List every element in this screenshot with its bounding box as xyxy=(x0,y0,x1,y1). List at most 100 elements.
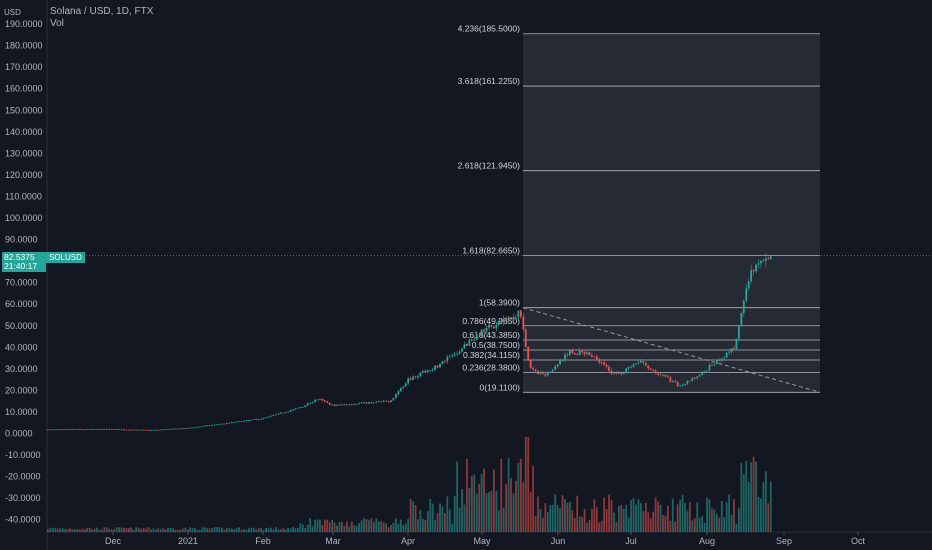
candle-body xyxy=(689,380,691,382)
candle-body xyxy=(370,402,373,404)
candle-body xyxy=(169,428,172,430)
candle-body xyxy=(206,425,209,427)
y-tick-label: -30.0000 xyxy=(5,493,41,503)
fib-level-label: 0.236(28.3800) xyxy=(462,362,520,372)
volume-bar xyxy=(473,474,476,532)
last-price-value: 82.5375 xyxy=(4,251,35,262)
volume-bar xyxy=(561,495,564,532)
volume-bar xyxy=(314,519,316,532)
volume-bar xyxy=(483,468,485,532)
volume-bar xyxy=(287,528,289,532)
candle-body xyxy=(696,376,699,379)
volume-bar xyxy=(140,528,142,532)
candle-body xyxy=(566,354,569,356)
candle-body xyxy=(407,378,410,384)
candle-body xyxy=(554,366,557,370)
volume-bar xyxy=(642,511,645,532)
volume-bar xyxy=(299,523,302,532)
candle-body xyxy=(397,391,400,395)
candle-body xyxy=(693,377,696,379)
fib-level-label: 4.236(185.5000) xyxy=(458,24,521,34)
volume-bar xyxy=(387,527,390,532)
volume-bar xyxy=(363,518,365,532)
candle-body xyxy=(189,427,191,429)
fib-level-label: 1(58.3900) xyxy=(479,298,520,308)
y-tick-label: 70.0000 xyxy=(5,278,38,288)
volume-bar xyxy=(421,518,424,532)
candle-body xyxy=(123,429,125,431)
last-price-badge: 82.5375 21:40:17 xyxy=(2,251,46,272)
y-tick-label: 190.0000 xyxy=(5,19,43,29)
candle-body xyxy=(691,377,694,381)
volume-bar xyxy=(708,499,711,532)
candle-body xyxy=(662,374,664,376)
y-tick-label: -10.0000 xyxy=(5,450,41,460)
candle-body xyxy=(429,370,432,372)
volume-bar xyxy=(54,527,57,532)
chart-title: Solana / USD, 1D, FTX xyxy=(50,6,154,17)
volume-bar xyxy=(426,510,429,532)
x-tick-label: Sep xyxy=(776,536,792,546)
volume-bar xyxy=(600,520,603,532)
volume-bar xyxy=(225,527,228,532)
candle-body xyxy=(480,329,483,335)
volume-bar xyxy=(551,504,554,532)
volume-bar xyxy=(341,521,343,532)
volume-bar xyxy=(150,529,152,532)
volume-bar xyxy=(571,510,574,532)
candle-body xyxy=(248,420,250,421)
candle-body xyxy=(225,422,228,424)
volume-bar xyxy=(147,527,150,532)
candle-body xyxy=(515,316,517,318)
candle-body xyxy=(485,327,488,332)
candle-body xyxy=(654,370,657,374)
candle-body xyxy=(642,360,645,363)
volume-bar xyxy=(96,527,98,532)
volume-bar xyxy=(488,492,490,532)
volume-bar xyxy=(282,528,285,532)
volume-bar xyxy=(191,528,194,532)
volume-bar xyxy=(495,490,498,532)
volume-bar xyxy=(66,529,69,532)
volume-bar xyxy=(375,518,378,532)
candle-body xyxy=(505,318,508,321)
volume-bar xyxy=(524,437,527,532)
candle-body xyxy=(78,429,81,430)
candle-body xyxy=(419,372,422,377)
volume-bar xyxy=(720,500,723,532)
candle-body xyxy=(622,372,625,374)
candle-body xyxy=(245,420,248,422)
candle-body xyxy=(644,362,647,366)
volume-bar xyxy=(252,527,255,532)
candle-body xyxy=(657,373,659,375)
volume-bar xyxy=(402,525,405,532)
candle-body xyxy=(740,312,743,327)
volume-bar xyxy=(323,519,326,532)
volume-bar xyxy=(372,521,375,532)
candle-body xyxy=(127,429,130,431)
candle-body xyxy=(517,310,520,318)
candle-body xyxy=(725,352,728,358)
volume-bar xyxy=(458,507,461,532)
volume-bar xyxy=(703,522,706,532)
volume-bar xyxy=(105,527,108,532)
candle-body xyxy=(196,426,199,428)
candle-body xyxy=(681,385,684,387)
candle-body xyxy=(483,329,485,332)
y-tick-label: 170.0000 xyxy=(5,62,43,72)
volume-bar xyxy=(546,511,549,532)
volume-bar xyxy=(595,507,598,532)
candle-body xyxy=(176,428,179,430)
volume-bar xyxy=(448,509,451,532)
candle-body xyxy=(546,371,549,376)
volume-bar xyxy=(453,496,456,532)
volume-bar xyxy=(255,529,258,532)
volume-bar xyxy=(118,527,120,532)
volume-bar xyxy=(745,461,748,532)
candle-body xyxy=(382,400,385,402)
volume-bar xyxy=(64,528,67,532)
candle-body xyxy=(54,429,57,431)
volume-bar xyxy=(613,512,615,532)
candle-body xyxy=(752,270,755,272)
